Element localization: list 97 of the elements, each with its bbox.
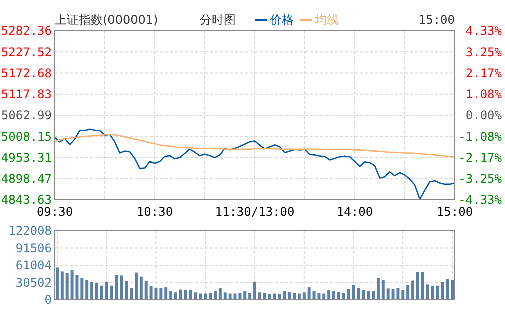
y-tick-label: 5117.83 xyxy=(1,88,52,102)
chart-subtitle: 分时图 xyxy=(200,13,236,27)
y2-tick-label: 2.17% xyxy=(466,66,503,80)
bar xyxy=(174,292,178,300)
legend-label: 价格 xyxy=(269,13,294,27)
y2-tick-label: 4.33% xyxy=(466,24,503,38)
text: 15:00 xyxy=(418,13,455,27)
bar xyxy=(441,282,444,300)
bar xyxy=(337,292,340,300)
bar xyxy=(268,294,272,300)
bar xyxy=(328,290,331,300)
bar xyxy=(150,286,153,300)
y-tick-label: 4898.47 xyxy=(1,172,52,186)
bar xyxy=(164,288,168,300)
bar xyxy=(218,288,222,300)
bar xyxy=(357,288,360,300)
bar xyxy=(238,293,242,300)
y2-tick-label: -3.25% xyxy=(458,172,503,186)
bar xyxy=(224,292,227,300)
bar xyxy=(258,292,262,300)
bar xyxy=(342,293,346,300)
bar xyxy=(179,290,182,300)
bar xyxy=(184,290,188,300)
bar xyxy=(105,282,108,300)
bar xyxy=(170,292,173,300)
line-series xyxy=(54,128,456,200)
y-tick-label: 61004 xyxy=(16,258,52,273)
y2-tick-label: -1.08% xyxy=(458,130,503,144)
y-tick-label: 4953.31 xyxy=(1,150,52,165)
line-series xyxy=(54,134,456,158)
bar xyxy=(421,272,424,300)
bar xyxy=(60,272,64,300)
bar xyxy=(144,281,148,300)
bar xyxy=(244,292,247,300)
bar xyxy=(125,281,128,300)
bar xyxy=(120,276,124,300)
bar xyxy=(386,288,390,300)
bar xyxy=(248,293,252,300)
bar xyxy=(406,285,410,300)
bar xyxy=(66,273,69,300)
bar xyxy=(293,293,296,300)
bar xyxy=(56,268,59,300)
bar xyxy=(130,288,134,300)
bar xyxy=(140,276,143,300)
x-tick-label: 15:00 xyxy=(436,205,474,219)
bar xyxy=(283,292,286,300)
bar xyxy=(347,289,350,300)
y2-tick-label: -4.33% xyxy=(458,193,503,208)
bar xyxy=(416,272,420,300)
y2-tick-label: 1.08% xyxy=(466,88,503,102)
chart-title: 上证指数(000001) xyxy=(55,13,158,27)
y-tick-label: 5227.52 xyxy=(1,45,52,60)
y-tick-label: 5062.99 xyxy=(1,108,52,123)
bar xyxy=(372,292,375,300)
y-tick-label: 0 xyxy=(44,293,52,308)
bar xyxy=(367,292,370,300)
legend-label: 均线 xyxy=(314,13,339,27)
bar xyxy=(308,288,311,300)
x-tick-label: 14:00 xyxy=(336,205,374,219)
y-tick-label: 91506 xyxy=(16,241,52,256)
bar xyxy=(254,282,256,300)
bar xyxy=(332,292,336,300)
x-tick-label: 10:30 xyxy=(136,205,174,219)
bar xyxy=(189,290,192,300)
bar xyxy=(278,294,282,300)
bar xyxy=(90,282,94,300)
y-tick-label: 30502 xyxy=(16,276,52,290)
y-tick-label: 5172.68 xyxy=(1,66,52,80)
bar xyxy=(402,290,405,300)
bar xyxy=(362,290,366,300)
bar xyxy=(86,280,89,300)
bar xyxy=(160,288,163,300)
bar xyxy=(135,272,138,300)
y2-tick-label: 0.00% xyxy=(466,108,503,123)
bar xyxy=(302,292,306,300)
bar xyxy=(214,292,217,300)
y-tick-label: 5008.15 xyxy=(1,130,52,144)
bar xyxy=(80,278,84,300)
bar xyxy=(382,280,385,300)
bar xyxy=(100,286,104,300)
y-tick-label: 4843.63 xyxy=(1,193,52,208)
y2-tick-label: -2.17% xyxy=(458,151,503,166)
x-tick-label: 11:30/13:00 xyxy=(215,205,295,219)
x-tick-label: 09:30 xyxy=(36,205,74,219)
y-tick-label: 122008 xyxy=(8,224,52,238)
bar xyxy=(426,284,430,300)
bar xyxy=(95,283,98,300)
bar xyxy=(412,280,415,300)
bar xyxy=(451,280,454,300)
bar xyxy=(263,293,266,300)
bar xyxy=(376,278,380,300)
y-tick-label: 5282.36 xyxy=(1,24,52,38)
bar xyxy=(288,292,292,300)
bar xyxy=(209,293,212,300)
y2-tick-label: 3.25% xyxy=(466,45,503,60)
bar xyxy=(318,293,321,300)
bar xyxy=(446,279,450,300)
